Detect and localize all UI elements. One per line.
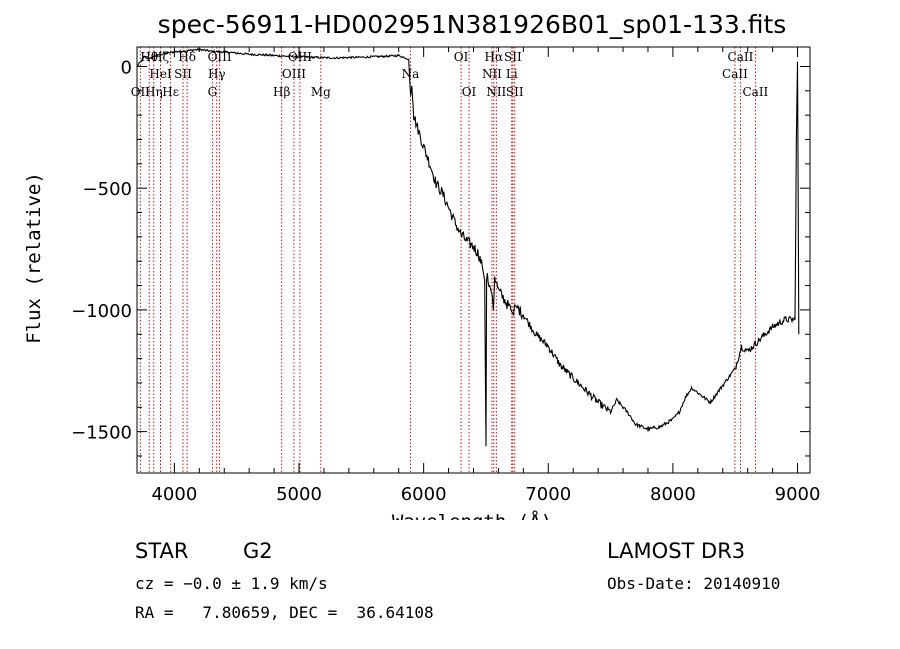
spectral-line-markers — [139, 47, 756, 473]
x-axis-label: Wavelength (Å) — [392, 510, 552, 520]
spectral-line-label: CaII — [742, 85, 768, 99]
spectral-line-label: CaII — [728, 50, 754, 64]
spectral-line-label: Hβ — [273, 85, 290, 99]
spectral-line-label: SII — [174, 67, 192, 81]
x-tick-label: 8000 — [650, 484, 696, 505]
spectrum-chart: spec-56911-HD002951N381926B01_sp01-133.f… — [23, 10, 820, 520]
y-axis-label: Flux (relative) — [23, 172, 45, 344]
plot-frame — [136, 46, 811, 474]
x-tick-label: 7000 — [525, 484, 571, 505]
spectral-line-label: OII — [131, 85, 151, 99]
spectral-line-label: Hγ — [208, 67, 226, 81]
y-tick-label: −500 — [83, 179, 132, 200]
y-axis-ticks: 0 −500 −1000 −1500 — [71, 57, 810, 457]
spectral-line-label: OIII — [208, 50, 232, 64]
x-tick-label: 9000 — [775, 484, 821, 505]
chart-title: spec-56911-HD002951N381926B01_sp01-133.f… — [158, 10, 787, 39]
spectral-line-label: Hε — [162, 85, 179, 99]
x-tick-label: 5000 — [276, 484, 322, 505]
spectral-line-label: Hη — [145, 85, 163, 99]
spectral-line-label: NII — [486, 85, 506, 99]
object-class: STAR — [135, 539, 189, 563]
spectral-line-label: NII — [482, 67, 502, 81]
spectral-line-label: Hδ — [178, 50, 196, 64]
x-axis-ticks: 4000 5000 6000 7000 8000 9000 — [151, 47, 820, 505]
spectral-line-label: Hθ — [140, 50, 158, 64]
y-tick-label: −1500 — [71, 423, 132, 444]
spectral-line-label: SII — [504, 50, 522, 64]
spectral-line-label: Na — [402, 67, 420, 81]
x-tick-label: 4000 — [151, 484, 197, 505]
spectral-line-label: Mg — [311, 85, 331, 99]
redshift-readout: cz = −0.0 ± 1.9 km/s — [135, 574, 328, 593]
spectral-line-label: OI — [462, 85, 477, 99]
spectral-line-label: Li — [506, 67, 518, 81]
spectral-line-label: Hα — [485, 50, 504, 64]
x-tick-label: 6000 — [401, 484, 447, 505]
object-subclass: G2 — [243, 539, 273, 563]
spectral-line-label: OI — [454, 50, 469, 64]
spectral-line-label: G — [208, 85, 218, 99]
coordinates-readout: RA = 7.80659, DEC = 36.64108 — [135, 603, 434, 622]
survey-name: LAMOST DR3 — [607, 539, 746, 563]
spectral-line-label: SII — [506, 85, 524, 99]
y-tick-label: 0 — [121, 57, 132, 78]
spectral-line-label: CaII — [722, 67, 748, 81]
spectral-line-label: OIII — [282, 67, 306, 81]
flux-series-line — [136, 47, 800, 447]
observation-date: Obs-Date: 20140910 — [607, 574, 781, 593]
spectral-line-labels: OIIHθHηHeIHζHεSIIHδGHγOIIIHβOIIIOIIIMgNa… — [131, 50, 769, 99]
y-tick-label: −1000 — [71, 301, 132, 322]
spectral-line-label: HeI — [149, 67, 172, 81]
